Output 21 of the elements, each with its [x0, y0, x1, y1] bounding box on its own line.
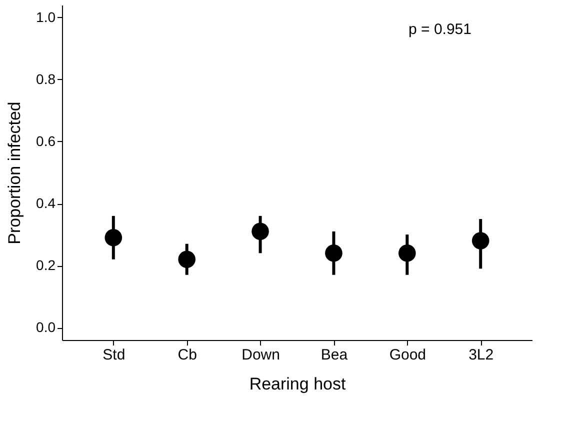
y-axis-title: Proportion infected [5, 102, 24, 244]
y-tick-label: 0.8 [36, 70, 56, 87]
y-tick-label: 0.2 [36, 257, 56, 274]
point [398, 244, 416, 262]
x-tick-label: Bea [320, 346, 348, 364]
y-tick-label: 0.0 [36, 319, 56, 336]
x-tick-label: Down [242, 346, 280, 364]
point [178, 250, 196, 268]
point [325, 244, 342, 262]
x-tick-label: Cb [178, 346, 197, 364]
x-tick-label: 3L2 [468, 346, 494, 364]
annotation: p = 0.951 [408, 21, 472, 38]
x-tick-label: Std [102, 346, 126, 364]
y-tick-label: 0.4 [36, 195, 56, 212]
x-tick-label: Good [389, 346, 426, 364]
point [252, 222, 269, 240]
x-axis-title: Rearing host [249, 374, 346, 394]
point [472, 232, 490, 250]
point [104, 228, 122, 246]
y-tick-label: 0.6 [36, 132, 56, 149]
y-tick-label: 1.0 [36, 8, 56, 25]
